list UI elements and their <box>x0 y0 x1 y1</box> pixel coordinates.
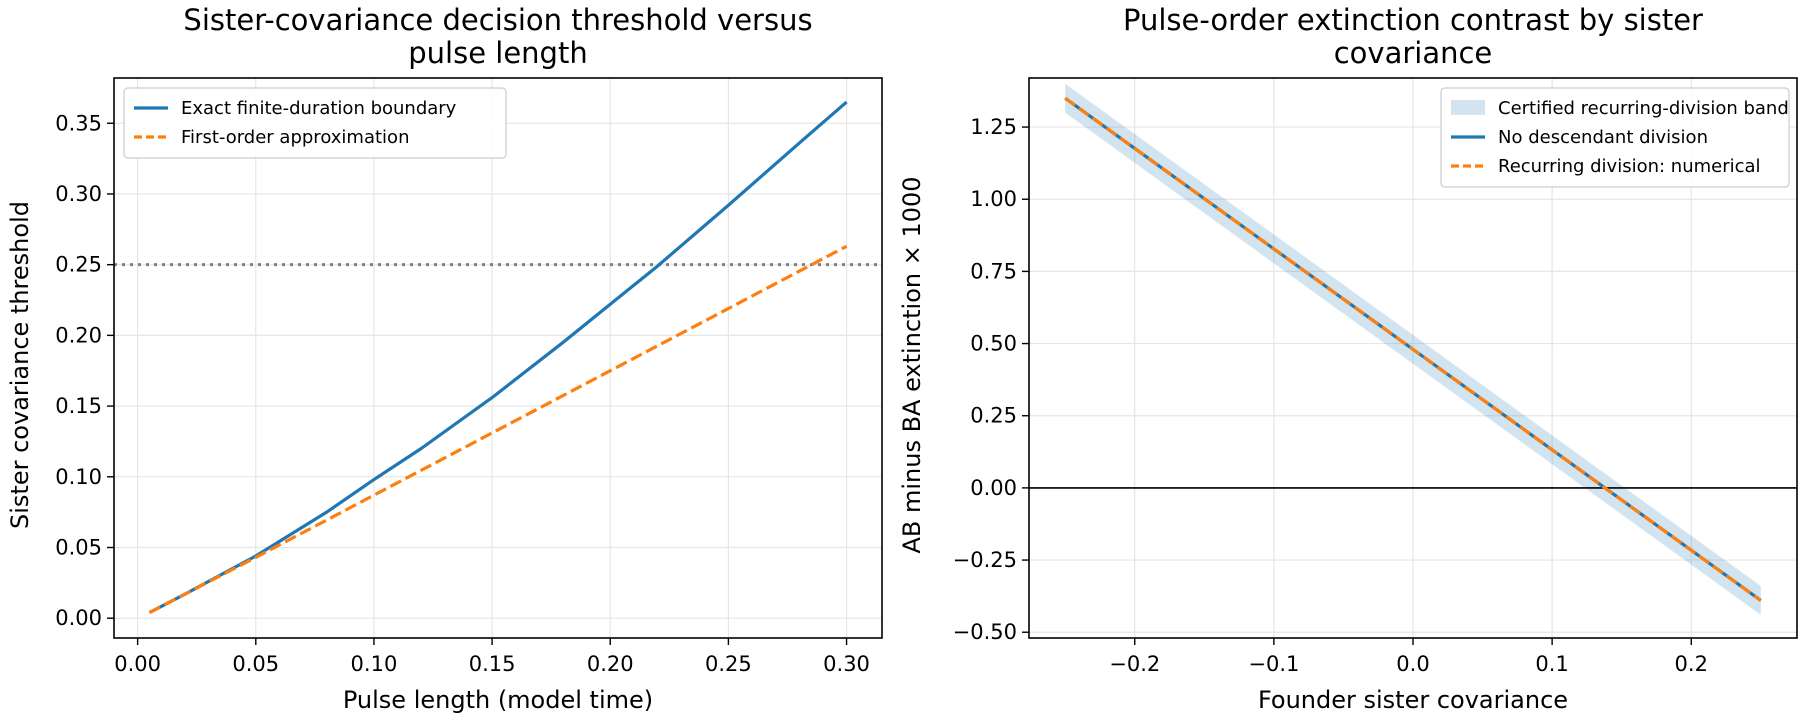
right-chart-title-line-2: covariance <box>1334 36 1493 70</box>
right-chart-x-tick-label: −0.1 <box>1248 652 1299 676</box>
right-chart-x-tick-label: 0.1 <box>1535 652 1568 676</box>
left-chart-plot-frame <box>113 77 883 639</box>
right-chart-x-tick-label: 0.0 <box>1396 652 1429 676</box>
right-chart-legend-label: No descendant division <box>1498 127 1708 148</box>
right-chart-y-tick-label: 0.00 <box>970 476 1017 500</box>
right-chart-y-tick-label: −0.50 <box>953 620 1017 644</box>
left-chart-y-tick-label: 0.10 <box>55 465 102 489</box>
left-chart-y-tick-label: 0.15 <box>55 394 102 418</box>
left-chart-legend-label: Exact finite-duration boundary <box>181 98 457 119</box>
left-chart-panel: Sister-covariance decision threshold ver… <box>6 3 883 714</box>
right-chart-panel: Pulse-order extinction contrast by siste… <box>898 3 1798 714</box>
right-chart-y-tick-label: 1.25 <box>970 115 1017 139</box>
right-chart-y-tick-label: 0.25 <box>970 404 1017 428</box>
right-chart-series-line-2 <box>1064 96 1762 602</box>
right-chart-y-tick-label: 1.00 <box>970 187 1017 211</box>
left-chart-y-tick-label: 0.20 <box>55 323 102 347</box>
left-chart-x-axis-label: Pulse length (model time) <box>343 686 653 714</box>
left-chart-legend-box <box>123 87 507 159</box>
right-chart-y-axis-label: AB minus BA extinction × 1000 <box>898 176 926 553</box>
left-chart-y-axis-label: Sister covariance threshold <box>6 201 34 529</box>
right-chart-legend-label: Certified recurring-division band <box>1498 98 1789 119</box>
right-chart-title-line-1: Pulse-order extinction contrast by siste… <box>1123 3 1703 37</box>
left-chart-legend-label: First-order approximation <box>181 127 409 148</box>
right-chart-legend-swatch <box>1451 100 1485 115</box>
left-chart-title-line-2: pulse length <box>408 36 587 70</box>
left-chart-x-tick-label: 0.00 <box>114 652 161 676</box>
left-chart-title-line-1: Sister-covariance decision threshold ver… <box>183 3 812 37</box>
left-chart-x-tick-label: 0.20 <box>587 652 634 676</box>
left-chart-y-tick-label: 0.25 <box>55 253 102 277</box>
right-chart-legend-label: Recurring division: numerical <box>1498 156 1761 177</box>
right-chart-x-axis-label: Founder sister covariance <box>1258 686 1568 714</box>
left-chart-x-tick-label: 0.25 <box>705 652 752 676</box>
right-chart-y-tick-label: 0.75 <box>970 259 1017 283</box>
left-chart-x-tick-label: 0.05 <box>232 652 279 676</box>
right-chart-x-tick-label: 0.2 <box>1675 652 1708 676</box>
left-chart-series-line-2 <box>148 244 848 614</box>
left-chart-x-tick-label: 0.30 <box>823 652 870 676</box>
right-chart-x-tick-label: −0.2 <box>1109 652 1160 676</box>
left-chart-y-tick-label: 0.35 <box>55 111 102 135</box>
left-chart-series-line-1 <box>148 100 848 614</box>
left-chart-y-tick-label: 0.05 <box>55 535 102 559</box>
left-chart-y-tick-label: 0.00 <box>55 606 102 630</box>
right-chart-legend-box <box>1440 87 1790 188</box>
left-chart-y-tick-label: 0.30 <box>55 182 102 206</box>
left-chart-x-tick-label: 0.15 <box>469 652 516 676</box>
right-chart-y-tick-label: 0.50 <box>970 332 1017 356</box>
right-chart-y-tick-label: −0.25 <box>953 548 1017 572</box>
left-chart-x-tick-label: 0.10 <box>351 652 398 676</box>
